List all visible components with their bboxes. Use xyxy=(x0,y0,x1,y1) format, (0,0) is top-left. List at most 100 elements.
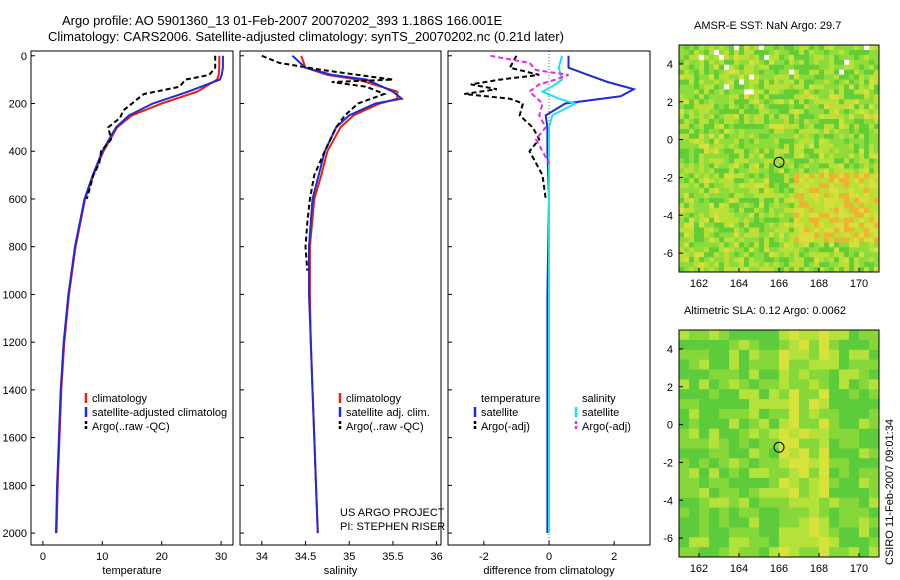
map-cell xyxy=(754,109,760,115)
map-cell xyxy=(724,163,730,169)
map-cell xyxy=(784,217,790,224)
map-cell xyxy=(779,138,785,145)
map-cell xyxy=(754,74,760,80)
map-cell xyxy=(759,69,765,75)
map-cell xyxy=(739,359,750,370)
map-cell xyxy=(719,537,730,548)
map-cell xyxy=(794,262,800,268)
map-cell xyxy=(764,143,770,150)
map-cell xyxy=(874,138,880,145)
map-cell xyxy=(679,330,690,341)
map-cell xyxy=(704,128,710,135)
map-cell xyxy=(844,158,850,164)
map-cell xyxy=(699,237,705,243)
map-cell xyxy=(684,99,690,105)
map-cell xyxy=(859,128,865,135)
map-cell xyxy=(829,168,835,174)
map-cell xyxy=(739,497,750,509)
map-cell xyxy=(824,237,830,243)
map-cell xyxy=(864,79,870,85)
map-cell xyxy=(839,359,850,370)
map-cell xyxy=(859,257,865,263)
map-cell xyxy=(769,183,775,189)
map-cell xyxy=(729,448,740,459)
map-cell xyxy=(684,74,690,80)
map-cell xyxy=(719,173,725,179)
map-cell xyxy=(829,349,840,361)
map-cell xyxy=(714,262,720,268)
map-cell xyxy=(719,497,730,509)
map-cell xyxy=(744,128,750,135)
map-cell xyxy=(684,212,690,219)
map-cell xyxy=(774,262,780,268)
map-cell xyxy=(759,227,765,233)
map-cell xyxy=(859,379,870,390)
map-cell xyxy=(794,99,800,105)
map-cell xyxy=(689,119,695,125)
map-cell xyxy=(754,128,760,135)
map-cell xyxy=(729,178,735,184)
map-cell xyxy=(739,168,745,174)
map-cell xyxy=(839,227,845,233)
map-cell xyxy=(819,478,830,489)
map-cell xyxy=(834,173,840,179)
map-cell xyxy=(709,197,715,204)
map-cell xyxy=(689,59,695,66)
map-y-tick-label: 4 xyxy=(667,59,673,71)
map-cell xyxy=(779,178,785,184)
map-cell xyxy=(764,69,770,75)
map-cell xyxy=(839,64,845,71)
map-cell xyxy=(779,349,790,361)
map-cell xyxy=(799,262,805,268)
map-cell xyxy=(804,262,810,268)
map-cell xyxy=(829,537,840,548)
map-cell xyxy=(694,212,700,219)
map-cell xyxy=(829,104,835,110)
map-cell xyxy=(844,59,850,66)
map-cell xyxy=(839,247,845,253)
map-cell xyxy=(819,178,825,184)
map-cell xyxy=(874,237,880,243)
map-cell xyxy=(814,99,820,105)
map-cell xyxy=(724,193,730,199)
map-cell xyxy=(789,133,795,140)
map-cell xyxy=(709,497,720,509)
map-cell xyxy=(769,379,780,390)
map-cell xyxy=(844,94,850,100)
map-cell xyxy=(789,359,800,370)
map-cell xyxy=(734,207,740,214)
map-cell xyxy=(714,193,720,199)
map-cell xyxy=(844,99,850,105)
map-cell xyxy=(684,202,690,209)
map-cell xyxy=(829,84,835,90)
map-cell xyxy=(869,418,880,430)
map-cell xyxy=(724,59,730,66)
map-cell xyxy=(729,438,740,449)
map-cell xyxy=(854,79,860,85)
map-cell xyxy=(824,178,830,184)
map-cell xyxy=(864,153,870,159)
map-cell xyxy=(869,54,875,61)
map-cell xyxy=(864,74,870,80)
map-cell xyxy=(854,123,860,130)
map-cell xyxy=(864,217,870,224)
map-cell xyxy=(749,99,755,105)
map-cell xyxy=(759,359,770,370)
map-cell xyxy=(724,94,730,100)
map-cell xyxy=(699,163,705,169)
map-cell xyxy=(869,537,880,548)
map-cell xyxy=(739,330,750,341)
map-cell xyxy=(864,173,870,179)
map-cell xyxy=(684,89,690,95)
map-cell xyxy=(764,173,770,179)
map-cell xyxy=(794,54,800,61)
map-cell xyxy=(729,158,735,164)
map-cell xyxy=(784,202,790,209)
map-cell xyxy=(789,128,795,135)
map-cell xyxy=(854,262,860,268)
map-cell xyxy=(729,389,740,400)
map-cell xyxy=(824,183,830,189)
map-cell xyxy=(829,143,835,150)
map-cell xyxy=(749,487,760,499)
map-cell xyxy=(739,487,750,499)
